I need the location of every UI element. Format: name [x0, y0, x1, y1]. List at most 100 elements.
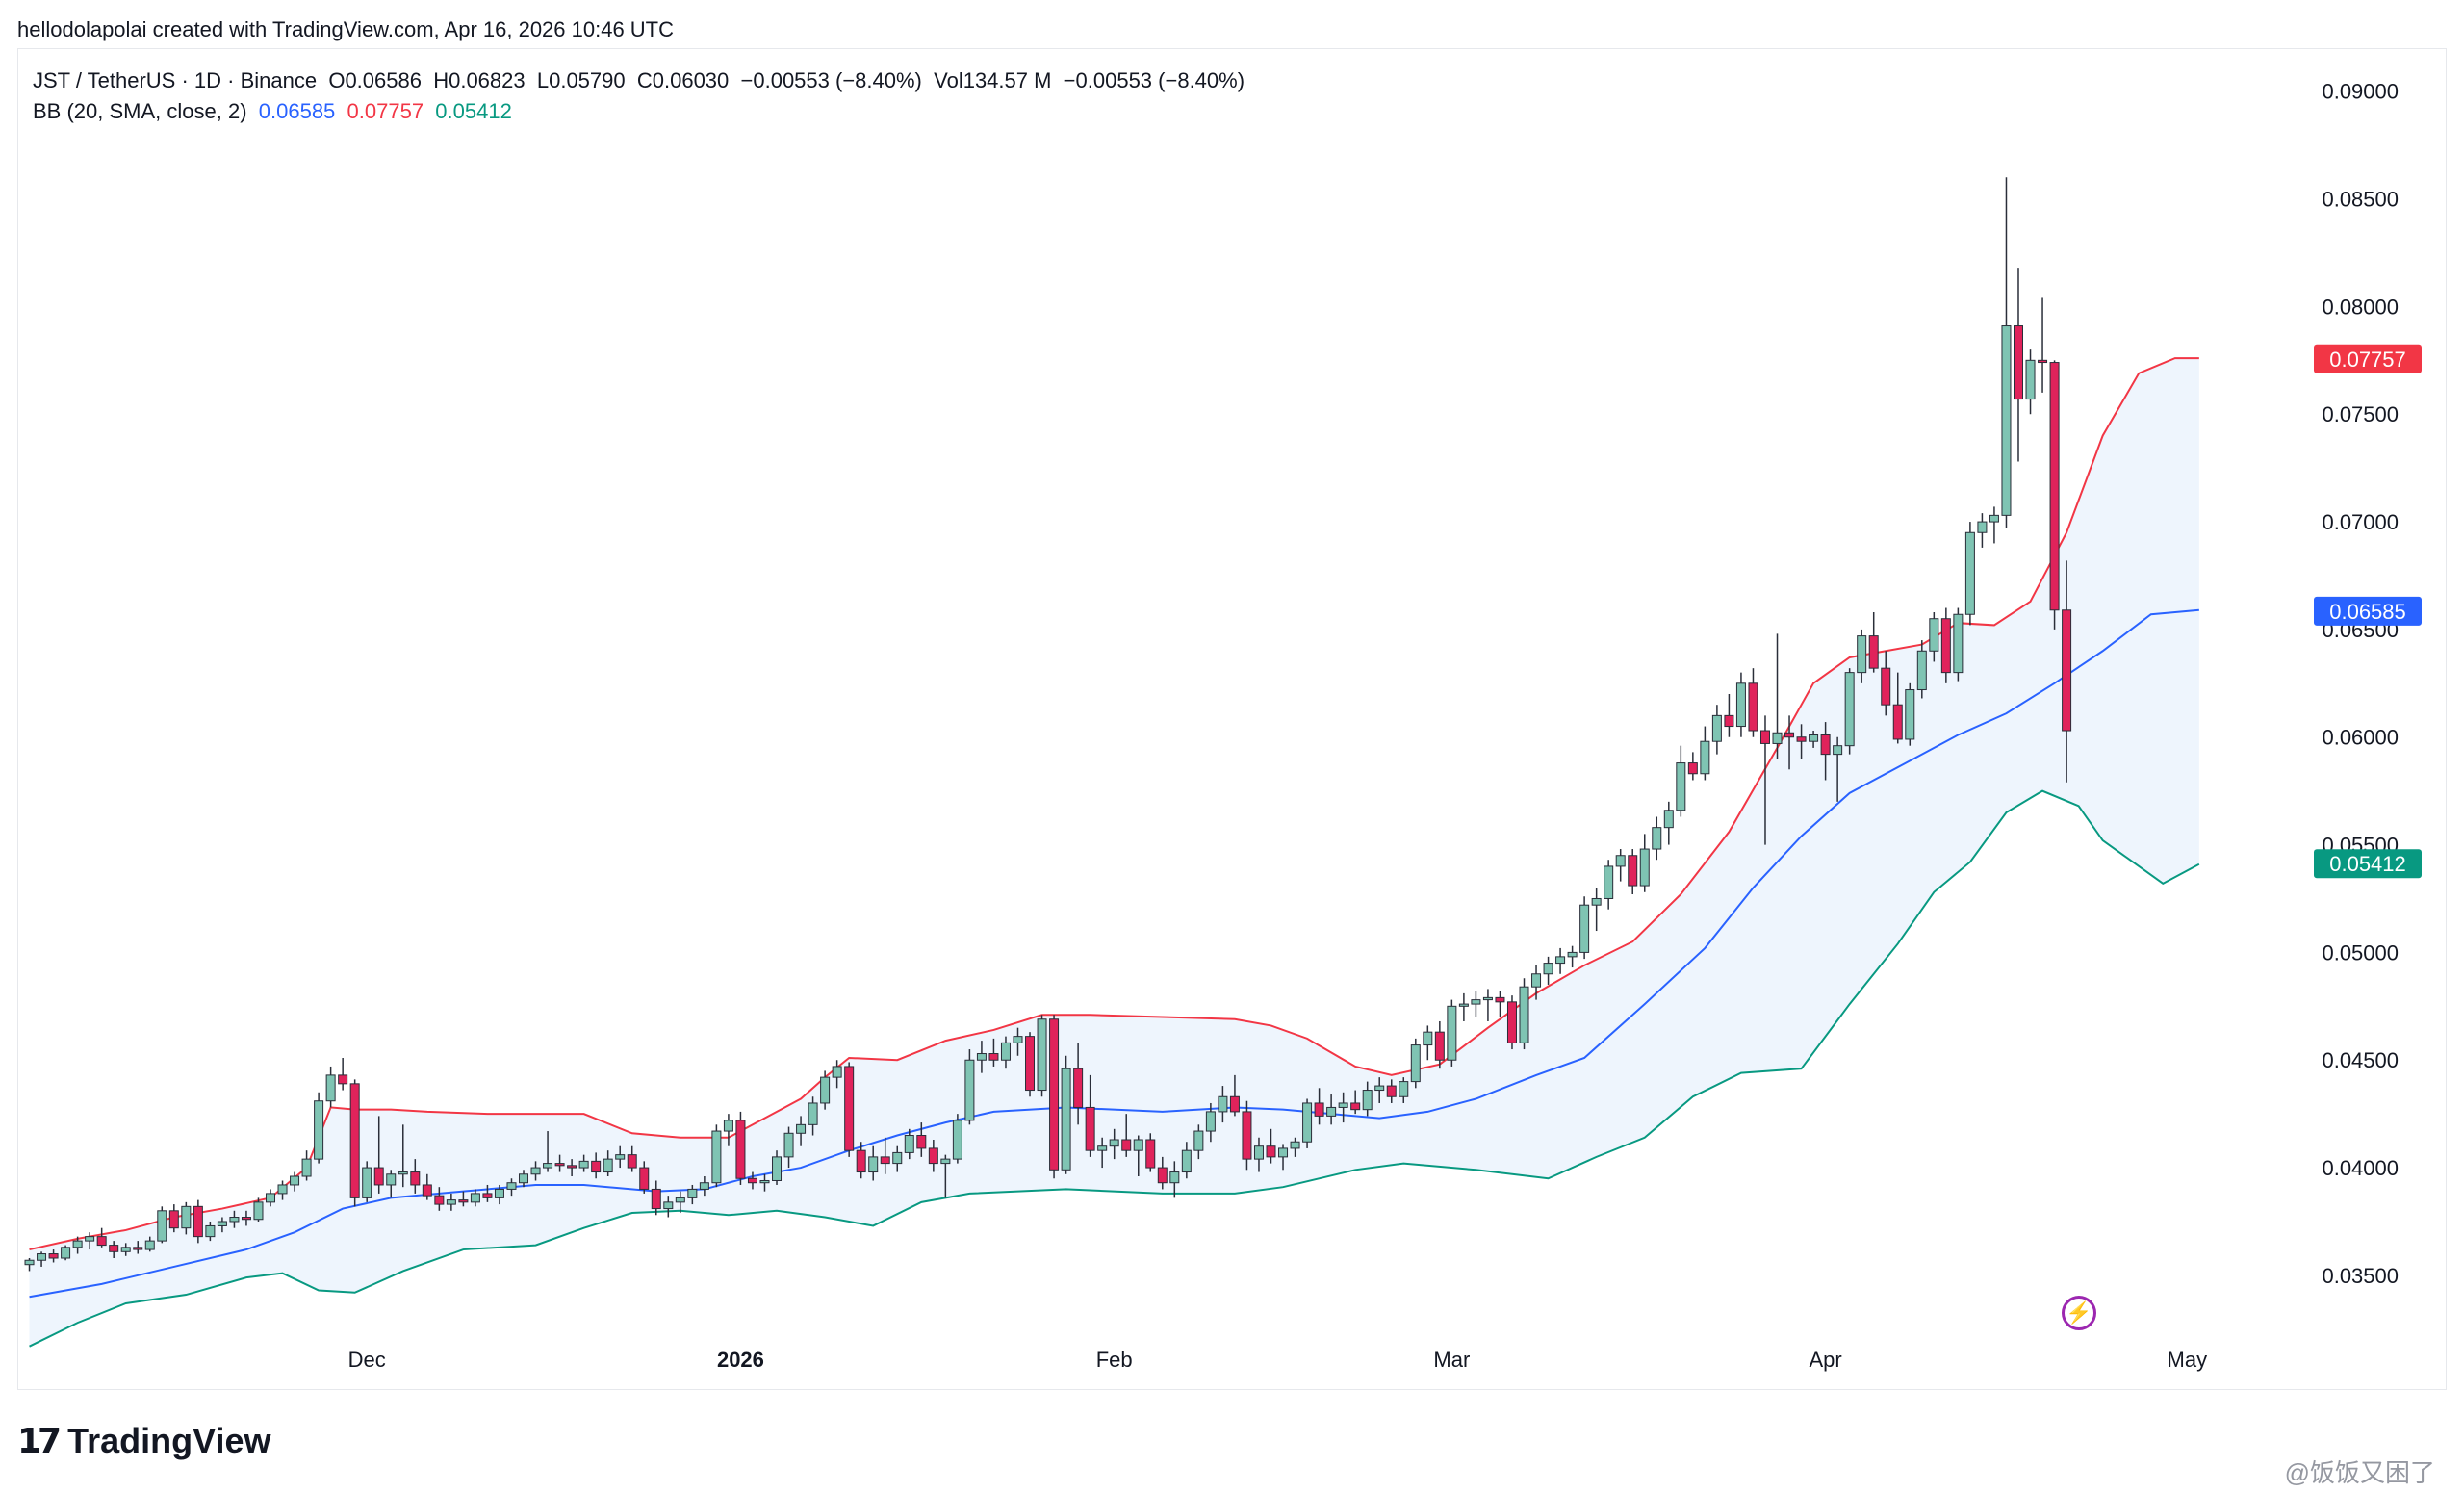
candle: [314, 1092, 324, 1164]
candle: [1097, 1137, 1108, 1169]
candle: [1687, 752, 1698, 781]
price-tick-label: 0.05000: [2322, 940, 2399, 965]
candle: [373, 1116, 384, 1194]
candle-body: [603, 1158, 613, 1173]
lightning-icon[interactable]: ⚡: [2062, 1296, 2096, 1330]
candle-body: [868, 1156, 879, 1173]
candle-body: [1434, 1031, 1445, 1061]
candle: [1519, 978, 1529, 1050]
candle: [940, 1154, 951, 1198]
candle: [988, 1038, 999, 1067]
symbol-legend-row: JST / TetherUS · 1D · Binance O0.06586 H…: [33, 65, 1245, 96]
candle: [1374, 1077, 1385, 1103]
candle-body: [1374, 1085, 1385, 1092]
candle: [1399, 1077, 1409, 1103]
symbol-name[interactable]: JST / TetherUS · 1D · Binance: [33, 68, 318, 92]
candles-layer: [24, 177, 2072, 1272]
candle: [1278, 1144, 1289, 1171]
candle-body: [1989, 514, 1999, 523]
candle: [1037, 1015, 1047, 1097]
time-axis[interactable]: Dec 2026 Feb Mar Apr May: [348, 1348, 2207, 1372]
candle-body: [458, 1199, 469, 1203]
candle-body: [1482, 996, 1493, 1001]
candle-body: [554, 1163, 565, 1167]
candle-body: [1687, 762, 1698, 775]
candle-body: [964, 1059, 975, 1121]
candle: [1567, 945, 1578, 968]
candle: [1482, 989, 1493, 1021]
candle: [735, 1111, 746, 1185]
candle-body: [1892, 704, 1903, 740]
candle: [530, 1161, 541, 1181]
candle-body: [1458, 1003, 1469, 1007]
time-tick-label: 2026: [717, 1348, 764, 1372]
candle-body: [133, 1247, 143, 1250]
candle: [832, 1060, 842, 1089]
candle-body: [1929, 618, 1939, 652]
candle-body: [1061, 1068, 1071, 1171]
candle: [1447, 999, 1457, 1067]
tradingview-logo-icon: 𝟭𝟳: [17, 1421, 62, 1460]
candle: [446, 1193, 456, 1211]
candle-body: [1253, 1145, 1264, 1160]
candle: [494, 1184, 504, 1205]
price-axis[interactable]: 0.035000.040000.045000.050000.055000.060…: [2322, 80, 2399, 1288]
price-badge-label: 0.05412: [2329, 852, 2406, 876]
candle-body: [567, 1165, 578, 1169]
candle: [241, 1210, 251, 1226]
candle-body: [1013, 1036, 1023, 1043]
candle-body: [1833, 745, 1843, 756]
candle: [687, 1184, 698, 1205]
candle: [1784, 715, 1795, 770]
candle-body: [639, 1167, 650, 1190]
candle: [1458, 992, 1469, 1021]
candle: [1953, 607, 1964, 682]
candle: [591, 1152, 602, 1179]
candle-body: [1555, 956, 1566, 965]
candle-body: [904, 1135, 914, 1153]
candle-body: [120, 1247, 131, 1252]
candle-body: [301, 1158, 312, 1177]
candle-body: [1748, 682, 1758, 732]
price-tick-label: 0.04500: [2322, 1048, 2399, 1072]
candle-body: [229, 1217, 240, 1223]
candle-body: [1916, 650, 1927, 691]
candle: [976, 1041, 987, 1073]
candle: [916, 1122, 927, 1157]
candle-body: [1085, 1106, 1095, 1151]
candle: [1964, 522, 1975, 626]
candle-body: [1423, 1031, 1433, 1046]
candle-body: [820, 1076, 831, 1104]
candle: [1410, 1038, 1421, 1089]
price-tick-label: 0.03500: [2322, 1264, 2399, 1288]
candle-body: [85, 1236, 95, 1242]
candle-body: [1579, 904, 1590, 953]
candle-body: [1399, 1081, 1409, 1097]
candle-body: [96, 1236, 107, 1247]
candle-body: [494, 1188, 504, 1198]
candle-body: [1543, 963, 1553, 975]
bb-label[interactable]: BB (20, SMA, close, 2): [33, 99, 247, 123]
candle-body: [1205, 1111, 1216, 1132]
candle: [1735, 672, 1746, 737]
candle: [72, 1236, 83, 1254]
candle: [1796, 724, 1807, 759]
candle: [615, 1145, 626, 1169]
candle: [1615, 849, 1626, 882]
tradingview-logo-text: TradingView: [67, 1421, 271, 1460]
candle-body: [916, 1135, 927, 1149]
candle: [48, 1249, 59, 1263]
candle-body: [952, 1120, 962, 1160]
candle-body: [1628, 855, 1638, 887]
candle-body: [1977, 521, 1988, 533]
price-badge-label: 0.06585: [2329, 600, 2406, 624]
candle-body: [398, 1171, 408, 1175]
candle: [398, 1124, 408, 1188]
candle: [1350, 1090, 1361, 1115]
candle: [1809, 731, 1819, 748]
candle: [964, 1049, 975, 1125]
candle: [1604, 860, 1614, 910]
candle-body: [796, 1123, 807, 1134]
candle-body: [1290, 1141, 1300, 1149]
